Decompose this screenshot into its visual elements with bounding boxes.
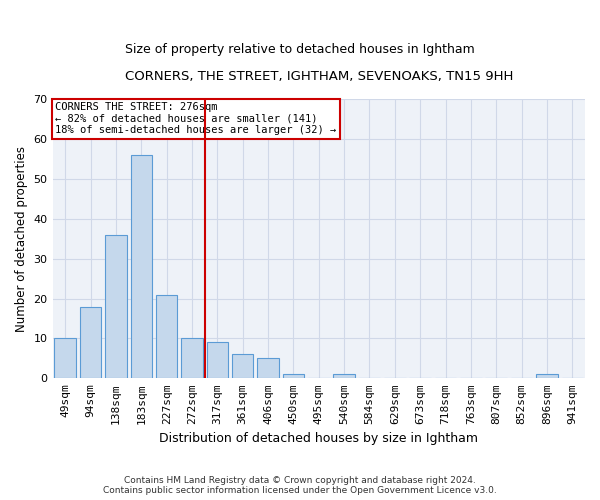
Bar xyxy=(206,342,228,378)
Bar xyxy=(334,374,355,378)
Bar xyxy=(536,374,558,378)
Bar xyxy=(80,306,101,378)
Bar xyxy=(105,235,127,378)
Bar xyxy=(232,354,253,378)
Bar xyxy=(257,358,279,378)
Bar xyxy=(55,338,76,378)
Title: CORNERS, THE STREET, IGHTHAM, SEVENOAKS, TN15 9HH: CORNERS, THE STREET, IGHTHAM, SEVENOAKS,… xyxy=(125,70,513,83)
Text: Size of property relative to detached houses in Ightham: Size of property relative to detached ho… xyxy=(125,42,475,56)
Bar xyxy=(283,374,304,378)
Y-axis label: Number of detached properties: Number of detached properties xyxy=(15,146,28,332)
X-axis label: Distribution of detached houses by size in Ightham: Distribution of detached houses by size … xyxy=(159,432,478,445)
Text: Contains HM Land Registry data © Crown copyright and database right 2024.
Contai: Contains HM Land Registry data © Crown c… xyxy=(103,476,497,495)
Bar xyxy=(131,155,152,378)
Bar xyxy=(156,294,178,378)
Text: CORNERS THE STREET: 276sqm
← 82% of detached houses are smaller (141)
18% of sem: CORNERS THE STREET: 276sqm ← 82% of deta… xyxy=(55,102,337,136)
Bar xyxy=(181,338,203,378)
